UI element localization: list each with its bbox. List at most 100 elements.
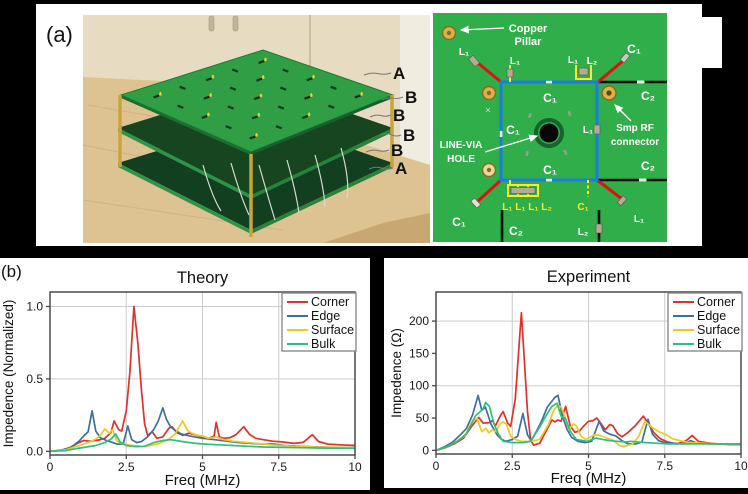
pcb-annotation: L₁ [459,47,469,58]
inductor-body [510,187,536,194]
theory-plot: 0 2.5 5 7.5 10 0.0 0.5 1.0 Theory Freq (MHz) Imped… [1,269,362,489]
x-axis-label: Freq (MHz) [551,470,627,487]
pcb-annotation: C₁ [543,91,557,105]
bottom-board-edge [251,163,393,234]
panel-b-label: (b) [1,262,22,281]
series-bulk-line [49,433,356,453]
pcb-annotation: LINE-VIA [440,140,483,151]
capacitor-gap [499,131,503,137]
cabinet-handle [208,15,215,32]
layer-leader-line [369,114,392,118]
x-tick-label: 0 [47,460,54,474]
x-axis-label: Freq (MHz) [165,472,241,489]
pcb-annotation: C₁ [452,215,466,229]
pcb-annotation: C₂ [641,159,655,173]
pcb-annotation: Copper [509,23,548,35]
capacitor-chip [637,80,644,84]
y-axis-label: Impedence (Normalized) [1,300,16,448]
x-tick-label: 2.5 [504,459,521,473]
pcb-annotation: Pillar [515,36,543,48]
legend-label-bulk: Bulk [697,337,722,351]
annotation-arrow [459,25,505,34]
y-tick-label: 0.0 [26,444,43,458]
layer-leader-line [381,96,404,101]
pcb-annotation: L₁ [568,55,578,66]
x-tick-label: 2.5 [118,460,135,474]
x-tick-label: 10 [348,460,362,474]
y-tick-label: 1.0 [26,299,43,313]
legend-label-surface: Surface [697,323,740,337]
corner-feed-lines [476,57,626,203]
annotation-arrow [484,134,539,153]
y-tick-label: 150 [409,346,429,360]
chart-title: Theory [177,269,229,287]
y-tick-label: 200 [409,314,429,328]
capacitor-gap [546,178,552,182]
pcb-components [153,57,364,140]
x-tick-label: 5 [585,459,592,473]
y-tick-label: 0.5 [26,372,43,386]
x-tick-label: 0 [433,459,440,473]
chart-title: Experiment [547,268,631,286]
pcb-annotation: L₁ [583,125,593,136]
series-surface-line [49,420,356,453]
inductor-body [506,68,514,78]
pcb-annotation: L₁ [510,56,520,67]
theory-chart: 0 2.5 5 7.5 10 0.0 0.5 1.0 Theory Freq (MHz) Imped… [1,269,362,489]
pcb-annotation: C₁ [627,42,641,56]
layer-leader-line [363,72,392,76]
y-tick-label: 0 [422,443,429,457]
copper-pillars [441,25,617,178]
top-board-edge [251,95,393,155]
coax-wires [202,147,349,221]
pcb-annotation: C₁ [543,163,557,177]
cabinet-handle [232,15,239,32]
layer-leader-line [379,132,402,137]
bottom-board-edge [118,163,251,234]
pcb-annotation: L₁ [634,214,644,225]
pcb-annotation: C₁ [506,123,520,137]
top-board-edge [121,95,251,155]
layer-label-b: B [393,106,405,125]
layer-label-b: B [405,88,417,107]
series-bulk-line [435,401,741,452]
layer-label-a: A [395,159,407,178]
x-tick-label: 7.5 [270,460,287,474]
pcb-annotation: L₂ [587,56,598,67]
y-tick-label: 100 [409,379,429,393]
y-axis-label: Impedence (Ω) [389,328,404,418]
legend-label-corner: Corner [311,295,349,309]
panel-a-label: (a) [46,22,73,47]
legend-label-bulk: Bulk [311,337,336,351]
pcb-annotation: C₁ [577,202,588,213]
middle-board-edge [118,128,251,199]
pcb-annotation: × [485,105,490,115]
y-tick-label: 50 [416,411,430,425]
layer-leader-line [368,166,394,170]
capacitor-chip [639,178,646,182]
annotation-arrows [459,25,632,153]
legend-label-corner: Corner [697,295,735,309]
grid-lines [500,80,667,242]
capacitor-gap [546,80,552,84]
annotation-arrow [614,104,632,122]
inductor-body [578,67,589,76]
pcb-annotation: HOLE [447,154,475,165]
table-front-edge [323,213,430,243]
legend-label-edge: Edge [697,309,726,323]
pcb-annotation: connector [611,137,659,148]
pcb-annotation: L₁ L₁ L₁ L₂ [502,202,552,213]
pcb-annotation: Smp RF [616,123,654,134]
x-tick-label: 5 [199,460,206,474]
line-via-hole [539,123,559,143]
inductor-components [468,52,631,234]
pcb-annotation: C₂ [641,89,655,103]
